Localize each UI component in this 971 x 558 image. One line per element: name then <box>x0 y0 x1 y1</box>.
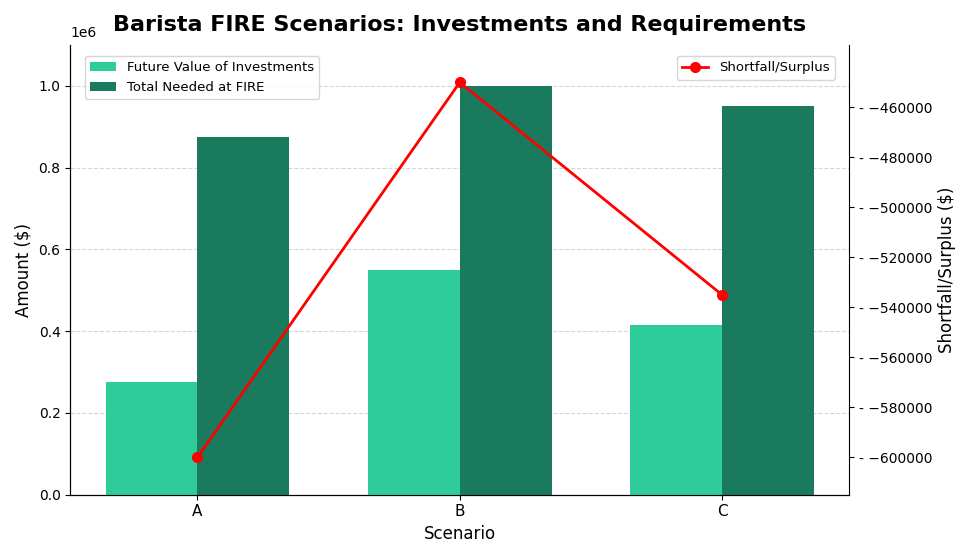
Bar <box>106 382 197 495</box>
Text: 1e6: 1e6 <box>70 26 96 40</box>
Bar <box>368 270 459 495</box>
Bar <box>459 86 552 495</box>
Bar <box>722 106 814 495</box>
Line: Shortfall/Surplus: Shortfall/Surplus <box>192 78 727 462</box>
Y-axis label: Amount ($): Amount ($) <box>15 223 33 317</box>
Shortfall/Surplus <box>191 454 203 460</box>
Shortfall/Surplus <box>453 79 465 86</box>
Y-axis label: Shortfall/Surplus ($): Shortfall/Surplus ($) <box>938 186 956 353</box>
Title: Barista FIRE Scenarios: Investments and Requirements: Barista FIRE Scenarios: Investments and … <box>114 15 806 35</box>
X-axis label: Scenario: Scenario <box>423 525 496 543</box>
Bar <box>630 325 722 495</box>
Shortfall/Surplus <box>717 291 728 298</box>
Bar <box>197 137 289 495</box>
Legend: Shortfall/Surplus: Shortfall/Surplus <box>677 56 835 80</box>
Legend: Future Value of Investments, Total Needed at FIRE: Future Value of Investments, Total Neede… <box>84 56 319 99</box>
